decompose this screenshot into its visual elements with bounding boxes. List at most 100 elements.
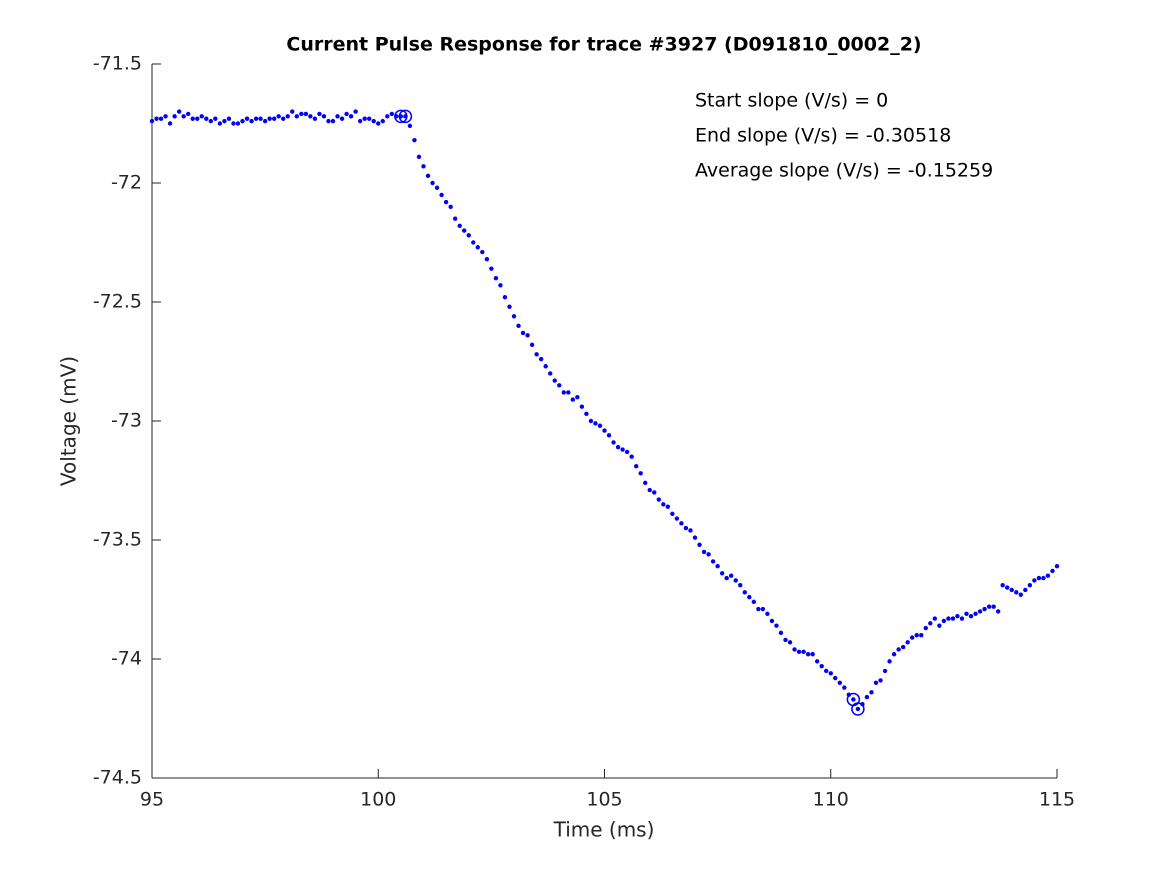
data-point [303,111,309,117]
data-point [910,635,915,640]
data-point [787,640,793,645]
data-point [579,404,585,409]
data-point [783,637,788,643]
data-point [738,583,743,588]
slope-marker [398,109,413,124]
data-point [389,111,395,117]
data-point [928,621,933,626]
data-point [167,121,173,126]
data-point [624,449,630,455]
data-point [457,223,462,229]
data-point [769,618,775,624]
data-point [421,164,426,169]
data-point [443,199,449,205]
data-point [855,706,861,712]
data-point [317,111,322,117]
data-point [937,623,942,628]
data-point [430,180,435,186]
data-point [339,116,345,121]
data-point [706,552,711,557]
data-point [181,114,186,119]
data-point [683,525,689,531]
data-point [959,616,965,621]
data-point [357,118,363,124]
data-point [493,276,499,281]
x-tick-label: 105 [586,789,622,811]
data-point [710,559,716,564]
data-point [480,249,485,255]
data-point [923,625,928,631]
data-point [502,295,508,300]
data-point [1014,590,1019,595]
data-point [538,356,544,362]
data-point [584,411,589,417]
data-point [1009,587,1014,593]
data-point [968,613,974,619]
data-point [299,111,304,117]
data-point [747,594,752,600]
data-point [190,116,195,121]
data-point [566,390,571,395]
data-point [475,245,480,250]
data-point [819,663,824,669]
data-point [792,647,797,652]
data-point [995,609,1001,614]
data-point [688,528,693,533]
data-point [715,563,720,569]
data-point [385,114,390,119]
data-point [742,590,747,595]
data-point [837,680,842,685]
data-point [525,333,530,338]
data-point [222,118,227,124]
data-point [941,618,947,624]
y-tick-label: -71.5 [93,53,142,75]
data-point [833,675,838,681]
data-point [471,240,476,245]
data-point [643,480,648,486]
data-point [262,118,268,124]
y-tick-label: -73 [111,410,142,432]
data-point [765,611,770,616]
y-tick-label: -72 [111,172,142,194]
data-point [986,604,992,609]
data-point [1050,568,1055,574]
data-point [873,680,879,685]
data-point [733,578,738,583]
data-point [1054,563,1060,569]
data-point [462,228,467,233]
data-point [842,685,847,690]
data-point [633,464,639,469]
data-point [729,573,734,578]
data-point [932,616,938,621]
data-point [149,118,155,124]
data-point [670,511,675,517]
data-point [290,109,295,114]
data-point [452,216,458,221]
y-axis-label: Voltage (mV) [57,356,81,486]
data-point [602,428,607,433]
data-point [697,542,702,547]
data-point [348,114,354,119]
data-point [851,697,856,702]
data-point [1000,583,1005,588]
x-tick-label: 115 [1039,789,1075,811]
data-point [439,192,444,198]
data-point [615,444,621,450]
data-point [416,154,422,160]
data-point [276,114,281,119]
data-point [534,352,539,357]
data-point [448,204,453,209]
data-point [679,521,684,526]
data-point [719,571,725,576]
slope-marker [851,702,865,716]
data-point [647,487,652,493]
x-tick-label: 100 [360,789,396,811]
data-point [552,378,557,383]
data-point [249,118,254,124]
data-point [914,633,919,638]
data-point [231,121,236,126]
data-point [258,116,263,121]
data-point [489,266,494,271]
data-point [1041,575,1046,581]
